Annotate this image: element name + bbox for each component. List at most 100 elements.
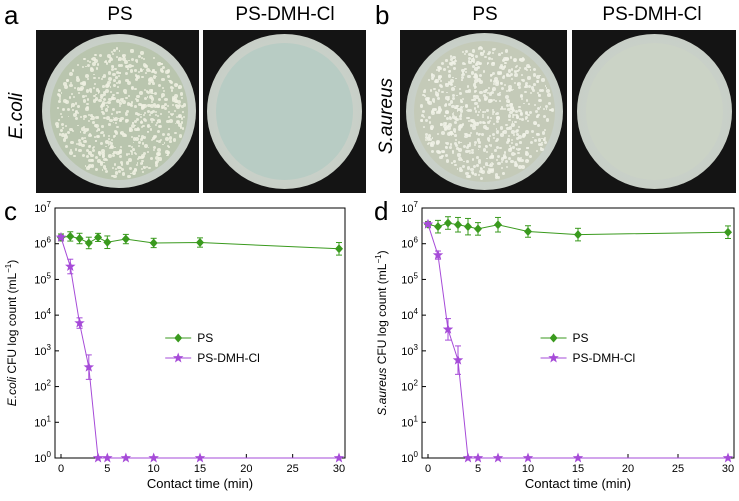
- colony-dot: [503, 151, 506, 154]
- colony-dot: [520, 158, 524, 163]
- colony-dot: [468, 60, 472, 64]
- colony-dot: [490, 117, 493, 119]
- colony-dot: [135, 59, 139, 62]
- colony-dot: [524, 85, 527, 88]
- colony-dot: [134, 68, 138, 72]
- colony-dot: [61, 115, 64, 118]
- colony-dot: [58, 96, 61, 99]
- colony-dot: [91, 147, 94, 150]
- colony-dot: [131, 145, 134, 148]
- colony-dot: [489, 169, 494, 174]
- colony-dot: [117, 71, 121, 75]
- colony-dot: [155, 139, 158, 142]
- colony-dot: [449, 62, 452, 65]
- colony-dot: [147, 81, 152, 86]
- colony-dot: [115, 47, 119, 50]
- colony-dot: [70, 149, 73, 151]
- colony-dot: [501, 172, 505, 176]
- colony-dot: [475, 63, 478, 66]
- colony-dot: [436, 140, 441, 145]
- colony-dot: [505, 140, 509, 144]
- colony-dot: [495, 137, 499, 141]
- colony-dot: [125, 110, 129, 114]
- colony-dot: [171, 96, 176, 101]
- colony-dot: [453, 160, 456, 163]
- colony-dot: [501, 107, 504, 110]
- colony-dot: [183, 115, 185, 118]
- colony-dot: [477, 148, 480, 151]
- colony-dot: [71, 69, 75, 72]
- colony-dot: [154, 155, 159, 160]
- colony-dot: [180, 120, 184, 124]
- colony-dot: [159, 121, 162, 124]
- colony-dot: [153, 71, 158, 75]
- colony-dot: [80, 126, 85, 131]
- colony-dot: [124, 112, 128, 117]
- colony-dot: [155, 75, 158, 78]
- colony-dot: [470, 59, 474, 63]
- x-tick-label: 0: [58, 463, 64, 475]
- colony-dot: [510, 123, 515, 128]
- colony-dot: [108, 142, 110, 145]
- colony-dot: [482, 94, 486, 98]
- colony-dot: [59, 112, 62, 115]
- colony-dot: [490, 99, 493, 102]
- colony-dot: [62, 138, 67, 143]
- colony-dot: [110, 96, 115, 100]
- colony-dot: [113, 150, 117, 154]
- colony-dot: [462, 72, 466, 76]
- colony-dot: [440, 131, 445, 136]
- colony-dot: [530, 86, 535, 90]
- series-line-ps-dmh-cl: [60, 237, 339, 459]
- colony-dot: [503, 57, 508, 62]
- colony-dot: [521, 118, 524, 122]
- colony-dot: [58, 100, 61, 103]
- colony-dot: [445, 91, 448, 94]
- colony-dot: [450, 60, 455, 64]
- colony-dot: [525, 159, 530, 164]
- colony-dot: [136, 158, 140, 161]
- colony-dot: [161, 86, 165, 90]
- colony-dot: [94, 97, 99, 101]
- colony-dot: [117, 64, 121, 67]
- colony-dot: [460, 158, 463, 161]
- colony-dot: [141, 103, 145, 108]
- colony-dot: [496, 116, 500, 120]
- colony-dot: [527, 113, 530, 117]
- colony-dot: [163, 102, 167, 107]
- colony-dot: [106, 105, 109, 109]
- colony-dot: [480, 167, 483, 171]
- colony-dot: [92, 57, 96, 61]
- colony-dot: [158, 157, 162, 161]
- colony-dot: [93, 58, 98, 63]
- colony-dot: [157, 83, 162, 88]
- colony-dot: [152, 75, 156, 79]
- data-point-ps-dmh-cl: [83, 361, 95, 372]
- colony-dot: [522, 135, 526, 138]
- colony-dot: [473, 121, 477, 125]
- colony-dot: [138, 140, 142, 144]
- colony-dot: [118, 50, 121, 53]
- colony-dot: [112, 108, 116, 111]
- colony-dot: [107, 100, 111, 105]
- colony-dot: [61, 132, 65, 137]
- colony-dot: [513, 59, 517, 62]
- colony-dot: [96, 135, 100, 139]
- colony-dot: [477, 144, 481, 148]
- colony-dot: [177, 103, 181, 108]
- colony-dot: [167, 111, 171, 114]
- colony-dot: [87, 120, 90, 123]
- colony-dot: [498, 100, 501, 103]
- colony-dot: [473, 143, 477, 147]
- colony-dot: [84, 106, 89, 111]
- colony-dot: [100, 77, 103, 80]
- colony-dot: [437, 70, 440, 73]
- colony-dot: [473, 85, 477, 89]
- colony-dot: [167, 115, 170, 118]
- colony-dot: [143, 151, 147, 155]
- legend-marker-ps: [174, 333, 183, 343]
- colony-dot: [517, 69, 520, 72]
- colony-dot: [499, 146, 502, 150]
- colony-dot: [99, 95, 103, 100]
- colony-dot: [447, 95, 451, 99]
